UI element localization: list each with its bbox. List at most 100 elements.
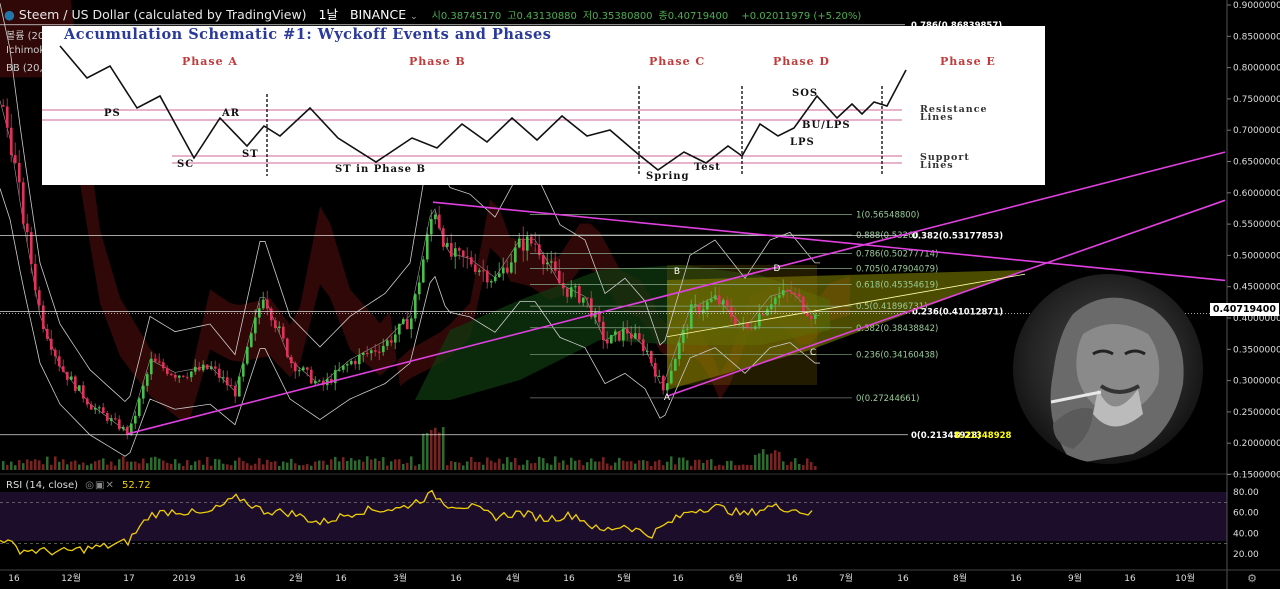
volume-bar bbox=[814, 465, 817, 470]
candle-body bbox=[530, 236, 533, 244]
volume-bar bbox=[794, 458, 797, 470]
candle-body bbox=[486, 270, 489, 283]
candle-body bbox=[602, 321, 605, 340]
volume-bar bbox=[342, 457, 345, 470]
candle-body bbox=[134, 415, 137, 424]
candle-body bbox=[22, 182, 25, 224]
candle-body bbox=[706, 301, 709, 310]
volume-bar bbox=[114, 465, 117, 470]
candle-body bbox=[798, 293, 801, 297]
volume-bar bbox=[170, 463, 173, 470]
candle-body bbox=[246, 346, 249, 364]
volume-bar bbox=[806, 458, 809, 470]
time-tick-label: 6월 bbox=[729, 572, 743, 584]
volume-bar bbox=[386, 465, 389, 470]
volume-bar bbox=[30, 461, 33, 470]
volume-bar bbox=[462, 465, 465, 470]
volume-bar bbox=[150, 457, 153, 470]
candle-body bbox=[574, 286, 577, 288]
candle-body bbox=[650, 351, 653, 363]
volume-bar bbox=[478, 462, 481, 470]
volume-bar bbox=[370, 459, 373, 470]
time-tick-label: 12월 bbox=[61, 572, 81, 584]
candle-body bbox=[718, 295, 721, 305]
volume-bar bbox=[254, 463, 257, 470]
volume-bar bbox=[730, 460, 733, 470]
candle-body bbox=[506, 267, 509, 273]
volume-bar bbox=[586, 462, 589, 470]
chevron-down-icon[interactable]: ⌄ bbox=[410, 12, 418, 22]
candle-body bbox=[582, 297, 585, 303]
candle-body bbox=[158, 361, 161, 363]
candle-body bbox=[174, 374, 177, 378]
candle-body bbox=[546, 262, 549, 265]
volume-bar bbox=[242, 461, 245, 470]
interval-label[interactable]: 1날 bbox=[318, 7, 338, 22]
time-tick-label: 16 bbox=[1010, 574, 1022, 584]
candle-body bbox=[522, 238, 525, 251]
candle-body bbox=[86, 398, 89, 405]
fib-level-label: 0.705(0.47904079) bbox=[856, 265, 938, 275]
candle-body bbox=[306, 367, 309, 370]
candle-body bbox=[66, 371, 69, 380]
candle-body bbox=[114, 418, 117, 420]
candle-body bbox=[242, 363, 245, 377]
volume-bar bbox=[526, 460, 529, 470]
candle-body bbox=[234, 385, 237, 397]
volume-bar bbox=[642, 460, 645, 470]
volume-bar bbox=[566, 464, 569, 470]
resistance-trendline bbox=[432, 201, 1226, 282]
candle-body bbox=[542, 255, 545, 265]
rsi-label[interactable]: RSI (14, close) ◎▣✕ 52.72 bbox=[6, 480, 151, 491]
candle-body bbox=[642, 339, 645, 352]
volume-indicator-label[interactable]: 볼륨 (20 bbox=[6, 31, 45, 42]
candle-body bbox=[74, 376, 77, 391]
volume-bar bbox=[142, 458, 145, 470]
candle-body bbox=[638, 333, 641, 340]
volume-bar bbox=[374, 458, 377, 470]
event-bu-lps: BU/LPS bbox=[802, 120, 851, 131]
candle-body bbox=[206, 364, 209, 369]
candle-body bbox=[686, 328, 689, 330]
candle-body bbox=[802, 296, 805, 312]
volume-bar bbox=[438, 432, 441, 470]
volume-bar bbox=[266, 459, 269, 470]
event-st: ST bbox=[242, 149, 259, 160]
volume-bar bbox=[210, 465, 213, 470]
candle-body bbox=[218, 368, 221, 378]
volume-bar bbox=[426, 432, 429, 470]
volume-bar bbox=[574, 460, 577, 470]
volume-bar bbox=[578, 459, 581, 470]
symbol-name[interactable]: Steem / US Dollar (calculated by Trading… bbox=[18, 7, 307, 22]
time-tick-label: 3월 bbox=[393, 572, 407, 584]
indicator-controls-icon[interactable]: ◎▣✕ bbox=[85, 480, 115, 491]
candle-body bbox=[734, 316, 737, 325]
candle-body bbox=[510, 262, 513, 273]
volume-bar bbox=[710, 459, 713, 470]
volume-bar bbox=[546, 463, 549, 470]
candle-body bbox=[502, 267, 505, 274]
candle-body bbox=[786, 290, 789, 292]
volume-bar bbox=[346, 461, 349, 470]
volume-bar bbox=[762, 449, 765, 470]
volume-bar bbox=[262, 464, 265, 470]
candle-body bbox=[182, 375, 185, 377]
volume-bar bbox=[134, 461, 137, 470]
volume-bar bbox=[602, 457, 605, 470]
candle-body bbox=[794, 293, 797, 295]
bb-indicator-label[interactable]: BB (20, bbox=[6, 63, 43, 74]
volume-bar bbox=[78, 464, 81, 470]
volume-bar bbox=[742, 464, 745, 470]
volume-bar bbox=[790, 461, 793, 470]
volume-bar bbox=[434, 427, 437, 470]
volume-bar bbox=[50, 464, 53, 470]
high-value: 고0.43130880 bbox=[507, 11, 577, 22]
volume-bar bbox=[454, 461, 457, 470]
volume-bar bbox=[58, 461, 61, 470]
ichimoku-indicator-label[interactable]: Ichimoku bbox=[6, 45, 52, 56]
volume-bar bbox=[550, 464, 553, 470]
candle-body bbox=[78, 385, 81, 391]
